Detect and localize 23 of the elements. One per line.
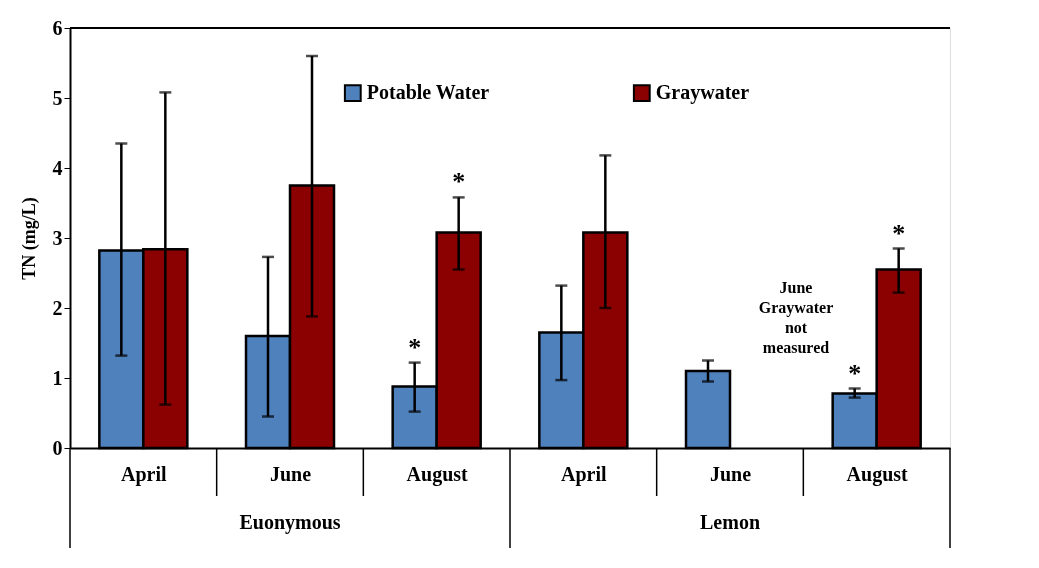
x-tick-label: April [561,462,608,486]
x-tick-label: August [846,462,909,486]
y-tick-label: 0 [52,436,63,459]
x-tick-label: August [406,462,469,486]
y-tick-label: 1 [52,366,63,389]
x-tick-label: April [121,462,168,486]
y-tick-label: 6 [52,16,63,39]
x-tick-label: June [709,462,752,485]
annotation: June Graywater not measured [758,279,834,356]
data-label: * [892,218,906,248]
data-label: * [408,332,422,362]
data-label: * [452,167,466,197]
y-axis-title: TN (mg/L) [18,197,40,280]
data-label: * [848,358,862,388]
y-tick-label: 5 [52,86,63,109]
y-tick-label: 2 [52,296,63,319]
y-tick-label: 3 [52,226,63,249]
x-tick-label: June [269,462,312,485]
text: Euonymous [239,511,341,534]
legend-label: Potable Water [366,81,490,104]
y-tick-label: 4 [52,156,63,179]
text: Lemon [700,511,760,533]
legend-label: Graywater [655,81,750,105]
